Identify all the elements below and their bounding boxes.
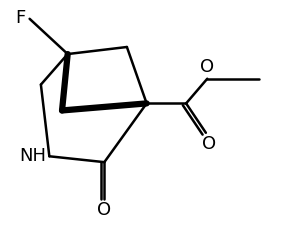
Text: NH: NH [19, 147, 47, 165]
Text: O: O [97, 201, 111, 219]
Text: O: O [200, 58, 214, 76]
Text: F: F [15, 9, 25, 27]
Text: O: O [202, 135, 216, 153]
